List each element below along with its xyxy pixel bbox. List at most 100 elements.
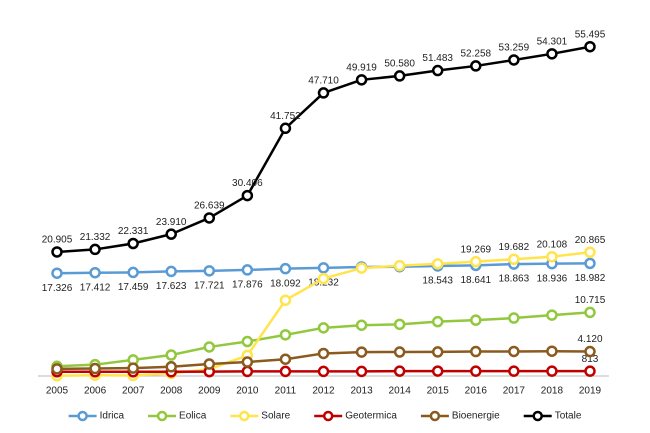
data-label: 20.905 <box>42 235 73 246</box>
point <box>508 312 520 324</box>
point <box>279 262 292 275</box>
point <box>241 264 254 276</box>
point <box>317 365 330 378</box>
x-tick-label: 2015 <box>427 386 450 397</box>
x-tick-label: 2017 <box>503 386 526 397</box>
data-label: 22.331 <box>118 226 149 237</box>
point <box>393 318 406 331</box>
point <box>508 365 520 377</box>
legend-marker <box>77 410 88 422</box>
x-tick-label: 2012 <box>312 386 335 397</box>
point <box>317 322 330 334</box>
point <box>355 262 368 274</box>
point <box>584 246 596 258</box>
point <box>393 70 406 82</box>
point <box>355 319 368 331</box>
x-tick-label: 2008 <box>160 386 183 397</box>
point <box>355 346 368 358</box>
x-tick-label: 2006 <box>84 386 107 397</box>
point <box>470 365 482 377</box>
point <box>317 262 330 274</box>
point <box>317 87 330 99</box>
x-tick-label: 2005 <box>46 386 69 397</box>
point <box>165 361 177 373</box>
point <box>165 349 177 361</box>
point <box>584 306 596 319</box>
point <box>89 362 101 375</box>
legend: Idrica Eolica Solare Geotermica Bioenergie To… <box>68 410 582 422</box>
x-tick-label: 2016 <box>465 386 488 397</box>
point <box>431 258 444 270</box>
point <box>51 246 63 258</box>
point <box>546 365 558 377</box>
point <box>165 265 177 278</box>
point <box>508 345 520 358</box>
point <box>393 259 406 272</box>
point <box>279 329 292 341</box>
data-label: 18.543 <box>422 276 453 287</box>
x-tick-label: 2011 <box>275 386 297 397</box>
legend-marker <box>322 410 334 422</box>
point <box>470 255 482 268</box>
point <box>546 48 558 60</box>
point <box>279 122 292 135</box>
data-label: 30.406 <box>232 178 263 189</box>
point <box>279 365 292 378</box>
point <box>165 228 177 240</box>
x-tick-label: 2019 <box>579 386 602 397</box>
legend-marker <box>429 410 441 422</box>
data-label: 23.910 <box>156 217 187 228</box>
point <box>393 365 406 377</box>
point <box>431 365 444 377</box>
data-label: 813 <box>582 354 599 365</box>
x-tick-label: 2009 <box>198 386 221 397</box>
point <box>470 345 482 358</box>
data-label: 18.863 <box>499 274 530 285</box>
point <box>431 346 444 358</box>
point <box>584 257 596 270</box>
data-label: 17.623 <box>156 281 187 292</box>
point <box>241 365 254 378</box>
data-label: 17.876 <box>232 280 263 291</box>
point <box>355 74 368 86</box>
point <box>584 365 596 377</box>
point <box>127 237 139 250</box>
point <box>279 353 292 365</box>
data-label: 26.639 <box>194 201 225 212</box>
point <box>584 345 596 358</box>
point <box>241 189 254 202</box>
point <box>203 341 216 353</box>
legend-marker <box>532 410 543 422</box>
data-label: 53.259 <box>499 43 530 54</box>
x-tick-label: 2007 <box>122 386 145 397</box>
point <box>393 346 406 358</box>
legend-label: Bioenergie <box>452 411 500 422</box>
point <box>203 265 216 277</box>
data-label: 50.580 <box>384 59 415 70</box>
data-label: 4.120 <box>577 334 602 345</box>
point <box>241 356 254 368</box>
point <box>51 363 63 375</box>
point <box>203 212 216 224</box>
legend-marker <box>156 410 168 422</box>
data-label: 18.092 <box>270 278 301 289</box>
data-label: 21.332 <box>80 232 111 243</box>
point <box>89 243 101 256</box>
point <box>508 54 520 66</box>
point <box>241 335 254 348</box>
point <box>584 40 596 53</box>
x-tick-label: 2010 <box>236 386 259 397</box>
data-label: 55.495 <box>575 29 606 40</box>
point <box>546 309 558 321</box>
data-label: 18.936 <box>537 273 568 284</box>
x-tick-label: 2014 <box>389 386 412 397</box>
x-tick-label: 2013 <box>350 386 373 397</box>
data-label: 17.326 <box>42 283 73 294</box>
point <box>355 365 368 378</box>
data-label: 17.721 <box>194 280 225 291</box>
point <box>470 314 482 326</box>
point <box>470 60 482 72</box>
data-label: 49.919 <box>346 62 377 73</box>
data-label: 47.710 <box>308 76 339 87</box>
